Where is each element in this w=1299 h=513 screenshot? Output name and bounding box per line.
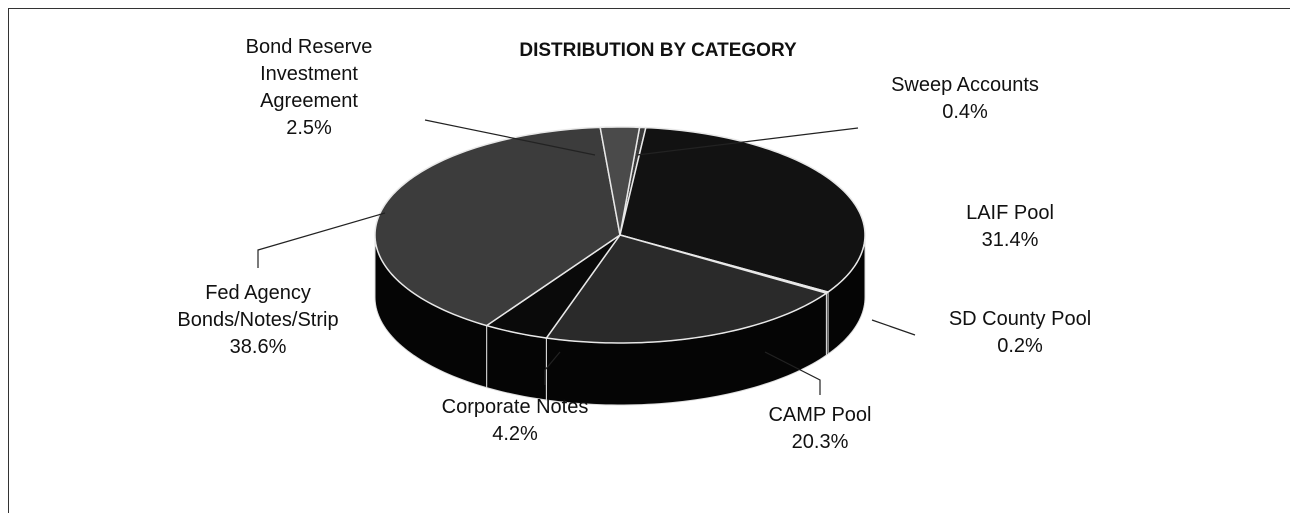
- leader-line: [257, 212, 386, 268]
- slice-label: LAIF Pool 31.4%: [910, 200, 1110, 254]
- category-name: Bond Reserve Investment Agreement: [245, 36, 373, 112]
- slice-label: CAMP Pool 20.3%: [720, 402, 920, 456]
- category-name: CAMP Pool: [768, 404, 872, 426]
- category-name: Fed Agency Bonds/Notes/Strip: [177, 282, 339, 331]
- chart-title: DISTRIBUTION BY CATEGORY: [519, 40, 797, 61]
- pie-slice: [599, 126, 641, 236]
- value-label: 0.4%: [942, 101, 988, 123]
- value-label: 4.2%: [492, 423, 538, 445]
- chart-frame: [8, 8, 1290, 513]
- value-label: 20.3%: [791, 431, 849, 453]
- slice-label: Bond Reserve Investment Agreement 2.5%: [229, 34, 389, 142]
- value-label: 0.2%: [997, 335, 1043, 357]
- pie-slice: [374, 126, 621, 327]
- value-label: 2.5%: [286, 117, 332, 139]
- value-label: 31.4%: [981, 229, 1039, 251]
- pie-slice: [545, 234, 829, 344]
- category-name: SD County Pool: [948, 308, 1092, 330]
- leader-line: [764, 351, 821, 395]
- leader-line: [424, 119, 596, 156]
- value-label: 38.6%: [229, 336, 287, 358]
- category-name: Sweep Accounts: [891, 74, 1039, 96]
- leader-line: [871, 319, 916, 336]
- category-name: Corporate Notes: [441, 396, 589, 418]
- leader-line: [636, 127, 859, 156]
- slice-label: Sweep Accounts 0.4%: [835, 72, 1095, 126]
- pie-slice: [484, 234, 621, 339]
- category-name: LAIF Pool: [966, 202, 1054, 224]
- slice-label: Corporate Notes 4.2%: [405, 394, 625, 448]
- leader-line: [544, 351, 561, 385]
- slice-label: Fed Agency Bonds/Notes/Strip 38.6%: [143, 280, 373, 361]
- pie-slice: [619, 126, 866, 293]
- slice-label: SD County Pool 0.2%: [910, 306, 1130, 360]
